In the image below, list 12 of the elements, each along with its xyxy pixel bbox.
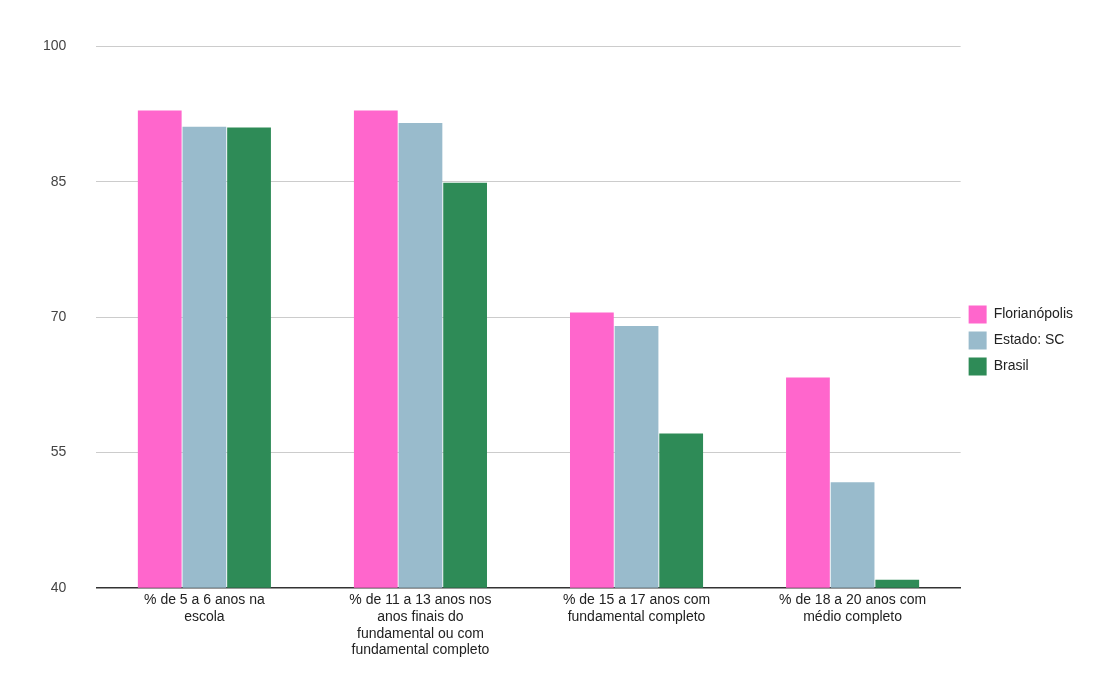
x-tick-label: % de 11 a 13 anos nos anos finais do fundamental ou com fundamental completo bbox=[349, 591, 492, 658]
legend-label: Florianópolis bbox=[993, 305, 1073, 322]
y-tick-label: 55 bbox=[50, 443, 67, 460]
x-tick-label: % de 15 a 17 anos com fundamental completo bbox=[562, 591, 711, 624]
legend-label: Brasil bbox=[993, 357, 1029, 374]
legend-label: Estado: SC bbox=[993, 331, 1065, 348]
y-tick-label: 70 bbox=[50, 307, 67, 324]
x-tick-label: % de 18 a 20 anos com médio completo bbox=[779, 591, 927, 624]
x-tick-label: % de 5 a 6 anos na escola bbox=[144, 591, 265, 624]
y-tick-label: 40 bbox=[50, 578, 67, 595]
y-tick-label: 85 bbox=[50, 172, 67, 189]
y-tick-label: 100 bbox=[43, 37, 67, 54]
